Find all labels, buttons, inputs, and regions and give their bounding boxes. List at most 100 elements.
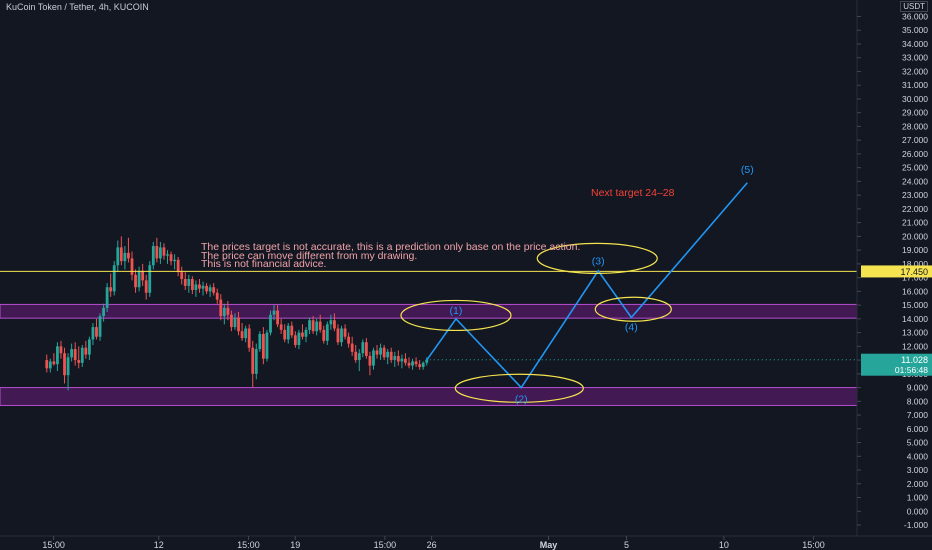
candle-up [269, 314, 272, 333]
candle-up [329, 320, 333, 325]
candle-down [144, 280, 148, 293]
price-tick-label: 5.000 [907, 438, 929, 448]
candle-down [230, 314, 233, 328]
price-tick-label: 20.000 [902, 231, 928, 241]
candle-up [112, 265, 116, 292]
candle-down [130, 258, 134, 275]
candle-up [286, 325, 290, 340]
candle-up [265, 332, 269, 359]
wave-label-1: (1) [450, 305, 463, 317]
candle-down [407, 362, 411, 366]
candle-down [45, 360, 49, 369]
candle-down [226, 307, 230, 315]
candle-down [283, 329, 287, 340]
candle-down [73, 349, 77, 361]
candle-down [134, 274, 137, 288]
price-tick-label: 32.000 [902, 66, 928, 76]
price-tick-label: 2.000 [907, 479, 929, 489]
candle-up [123, 252, 127, 262]
price-tick-label: 28.000 [902, 121, 928, 131]
countdown-text: 01:56:48 [895, 365, 928, 375]
time-tick-label: 26 [427, 540, 437, 550]
candle-up [148, 265, 152, 293]
candle-down [301, 332, 304, 337]
chart-title: KuCoin Token / Tether, 4h, KUCOIN [6, 2, 149, 12]
candle-up [91, 327, 95, 340]
price-tick-label: 6.000 [907, 424, 929, 434]
price-tick-label: 19.000 [902, 245, 928, 255]
price-tick-label: 4.000 [907, 451, 929, 461]
price-tick-label: 21.000 [902, 218, 928, 228]
candle-down [183, 278, 187, 286]
candle-down [219, 299, 223, 317]
price-tick-label: 18.000 [902, 259, 928, 269]
price-tick-label: 36.000 [902, 11, 928, 21]
price-tick-label: 1.000 [907, 493, 929, 503]
candle-down [77, 360, 81, 363]
candle-up [244, 328, 248, 339]
candle-down [190, 278, 194, 290]
candle-down [180, 272, 184, 279]
price-tick-label: 33.000 [902, 53, 928, 63]
candle-up [357, 353, 361, 361]
candle-down [127, 252, 130, 259]
candle-down [162, 247, 166, 256]
time-tick-label: 5 [624, 540, 629, 550]
candle-up [425, 359, 429, 363]
price-tick-label: 0.000 [907, 506, 929, 516]
price-tick-label: 27.000 [902, 135, 928, 145]
candle-up [411, 361, 414, 366]
disclaimer-note: The prices target is not accurate, this … [201, 241, 580, 270]
candle-down [198, 284, 201, 289]
candle-up [48, 361, 52, 369]
time-tick-label: 15:00 [42, 540, 65, 550]
ellipse-2 [454, 373, 584, 403]
candle-down [119, 247, 123, 262]
candle-up [421, 362, 425, 367]
candle-down [84, 347, 88, 355]
wave-labels: (1) (2) (3) (4) (5) [450, 164, 754, 406]
time-axis[interactable]: 15:00 12 15:00 19 15:00 26 May 5 10 15:00 [42, 536, 825, 550]
candle-up [66, 357, 70, 376]
candle-up [56, 346, 59, 365]
candle-down [155, 246, 159, 259]
candle-down [276, 310, 279, 325]
candle-up [105, 287, 109, 308]
candle-up [400, 358, 404, 362]
candle-up [151, 246, 155, 266]
candle-up [325, 324, 329, 341]
time-tick-label: 15:00 [237, 540, 260, 550]
time-tick-label: 15:00 [374, 540, 397, 550]
price-tick-label: 14.000 [902, 314, 928, 324]
candle-down [347, 336, 351, 344]
candle-down [169, 254, 173, 262]
candle-down [95, 327, 98, 337]
price-tick-label: 30.000 [902, 94, 928, 104]
candle-up [272, 310, 276, 315]
time-tick-label: 10 [719, 540, 729, 550]
candle-up [194, 284, 198, 290]
price-tick-label: 12.000 [902, 341, 928, 351]
highlight-ellipses [400, 242, 672, 403]
candle-down [279, 324, 283, 330]
price-tick-label: 16.000 [902, 286, 928, 296]
candle-up [102, 307, 105, 317]
price-tick-label: 17.000 [902, 273, 928, 283]
candle-up [173, 259, 177, 262]
elliott-wave-forecast [426, 182, 748, 389]
candle-down [343, 328, 347, 337]
candle-up [87, 339, 91, 355]
price-axis[interactable]: 36.000 35.000 34.000 33.000 32.000 31.000 30.0… [857, 0, 928, 530]
candle-down [109, 287, 113, 292]
candle-down [389, 351, 393, 361]
candle-up [386, 351, 390, 358]
candle-down [247, 328, 251, 348]
candle-down [364, 342, 368, 356]
price-tick-label: 13.000 [902, 328, 928, 338]
candle-down [404, 358, 407, 363]
candle-down [368, 355, 372, 366]
currency-badge[interactable]: USDT [900, 1, 928, 12]
candle-up [201, 285, 205, 289]
